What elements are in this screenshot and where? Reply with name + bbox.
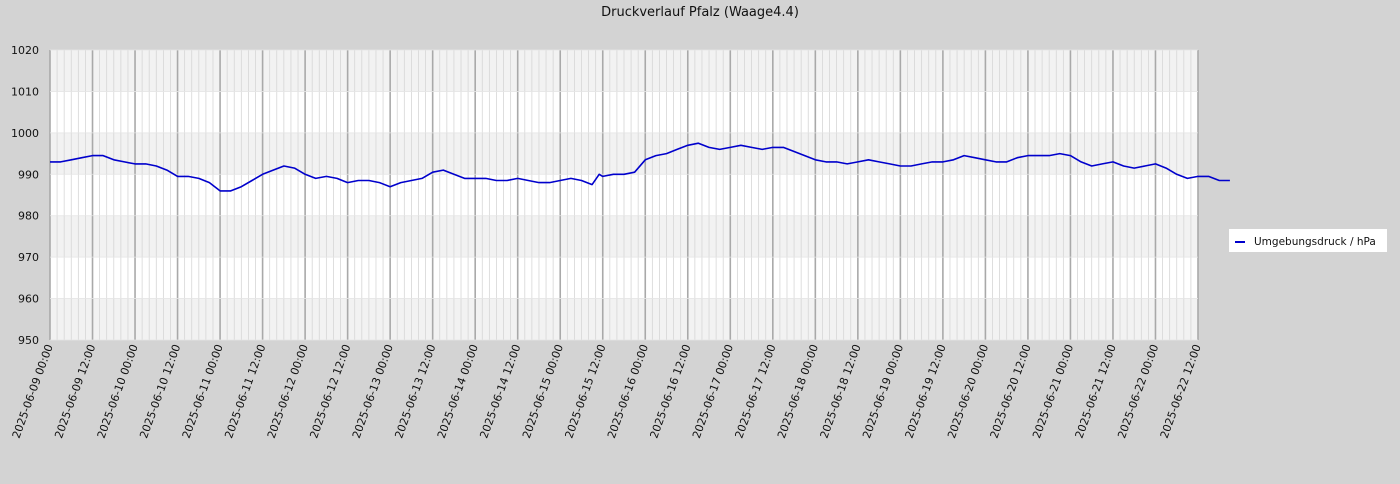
y-tick-label: 950 [18,334,39,347]
y-tick-label: 990 [18,168,39,181]
legend-box [1229,229,1387,252]
y-tick-label: 980 [18,210,39,223]
y-tick-label: 1000 [11,127,39,140]
chart-title: Druckverlauf Pfalz (Waage4.4) [601,5,799,20]
y-axis: 950 960 970 980 990 1000 1010 1020 [11,44,39,347]
series-line [50,142,1230,192]
vertical-grid [49,50,1199,340]
y-tick-label: 1020 [11,44,39,57]
y-tick-label: 960 [18,293,39,306]
legend: Umgebungsdruck / hPa [1229,229,1387,252]
legend-series-label: Umgebungsdruck / hPa [1254,236,1376,248]
y-tick-label: 1010 [11,85,39,98]
y-tick-label: 970 [18,251,39,264]
plot-area [49,49,1230,341]
series-layer [50,142,1230,192]
